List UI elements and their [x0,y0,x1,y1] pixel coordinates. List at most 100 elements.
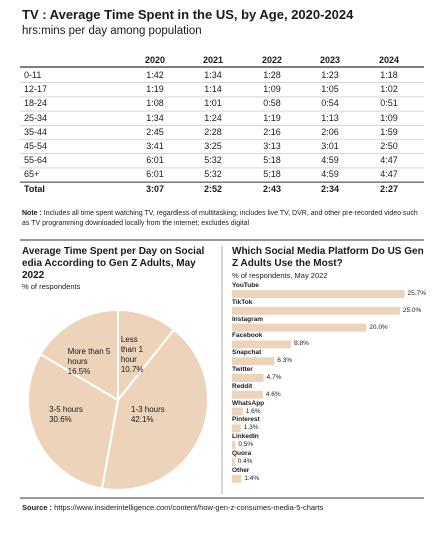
row-label: 25-34 [24,112,48,123]
row-label: 35-44 [24,126,48,137]
bar-value: 1.6% [245,407,261,415]
bar-category: Quora [232,450,252,457]
bar-value: 0.4% [237,458,253,465]
cell: 6:01 [146,169,164,180]
cell: 1:34 [204,70,222,80]
cell: 1:28 [263,70,281,80]
cell: 5:18 [263,155,281,166]
slice-value: 16.5% [67,366,91,376]
row-label: 65+ [24,169,40,180]
cell: 5:18 [263,169,281,180]
cell: 1:18 [380,70,398,80]
note-text: Includes all time spent watching TV, reg… [22,210,418,227]
cell: 4:47 [380,155,398,166]
source-text: https://www.insiderintelligence.com/cont… [54,503,324,512]
bar-title: Which Social Media Platform Do US Gen Z … [232,246,424,269]
bar-category: Other [232,466,250,474]
cell: 1:24 [204,112,222,123]
slice-name: Less than 1 hour [120,335,144,365]
row-label: 18-24 [24,98,48,109]
cell: 4:47 [380,169,398,180]
cell: 1:09 [263,84,281,95]
cell: 2:34 [320,183,339,194]
cell: 3:25 [204,141,222,151]
cell: 2:28 [204,126,222,137]
slice-value: 30.6% [49,414,72,424]
cell: 3:13 [263,141,281,151]
cell: 2:52 [203,183,222,194]
slice-value: 10.7% [120,365,144,375]
pie-subtitle: % of respondents [22,282,81,291]
cell: 2:06 [321,126,339,137]
bar-value: 1.4% [244,474,260,482]
bar [232,306,400,315]
cell: 1:14 [204,84,222,95]
cell: 3:07 [145,183,164,194]
bar-category: LinkedIn [232,433,259,441]
slice-name: 1-3 hours [130,404,165,414]
bar [232,323,367,332]
slice-label: 3-5 hours 30.6% [49,405,105,425]
slice-name: 3-5 hours [49,404,83,414]
cell: 1:09 [380,112,398,123]
row-label: 55-64 [24,155,48,166]
cell: 0:58 [263,98,281,109]
row-label: 0-11 [24,70,42,80]
bar-subtitle: % of respondents, May 2022 [232,271,328,280]
column-header: 2024 [378,55,400,65]
row-label: Total [24,183,45,194]
bar [232,458,235,466]
cell: 2:16 [263,126,281,137]
cell: 2:43 [262,183,281,194]
bar-category: Snapchat [232,349,262,357]
column-header: 2021 [202,55,224,65]
bar-value: 25.0% [402,306,422,314]
note-label: Note : [22,210,42,217]
cell: 3:01 [321,141,339,151]
cell: 3:41 [146,141,164,151]
cell: 5:32 [204,155,222,166]
cell: 0:51 [380,98,398,109]
slice-label: 1-3 hours 42.1% [131,405,187,425]
bar [232,407,243,416]
bar [232,390,263,399]
bar-category: Facebook [232,332,263,340]
bar-category: TikTok [232,298,253,306]
cell: 2:27 [379,183,398,194]
bar-value: 4.6% [265,390,281,398]
pie-slice [100,328,209,491]
bar-category: Instagram [232,315,264,323]
bar [232,290,405,298]
cell: 1:34 [146,112,164,123]
cell: 4:59 [321,155,339,166]
bar-value: 6.3% [277,357,293,365]
bar [232,374,264,382]
bar-category: WhatsApp [232,399,265,407]
note: Note : Includes all time spent watching … [22,209,422,229]
slice-value: 42.1% [130,414,154,424]
bar-value: 1.3% [243,424,259,432]
bar [232,424,241,433]
column-header: 2023 [319,55,341,65]
cell: 1:13 [321,112,339,123]
cell: 1:59 [380,126,398,137]
bar-value: 20.0% [369,323,388,331]
bar-value: 25.7% [407,290,426,297]
cell: 1:05 [321,84,339,95]
cell: 0:54 [321,98,339,109]
cell: 1:02 [380,84,398,95]
title: TV : Average Time Spent in the US, by Ag… [22,7,354,22]
bar [232,357,275,366]
row-label: 45-54 [24,141,48,151]
bar-category: Pinterest [232,416,260,424]
cell: 1:23 [321,70,339,80]
cell: 5:32 [204,169,222,180]
cell: 1:08 [146,98,164,109]
cell: 2:45 [146,126,164,137]
subtitle: hrs:mins per day among population [22,25,202,37]
cell: 1:42 [146,70,164,80]
slice-label: More than 5 hours 16.5% [68,347,124,377]
slice-label: Less than 1 hour 10.7% [121,335,151,375]
